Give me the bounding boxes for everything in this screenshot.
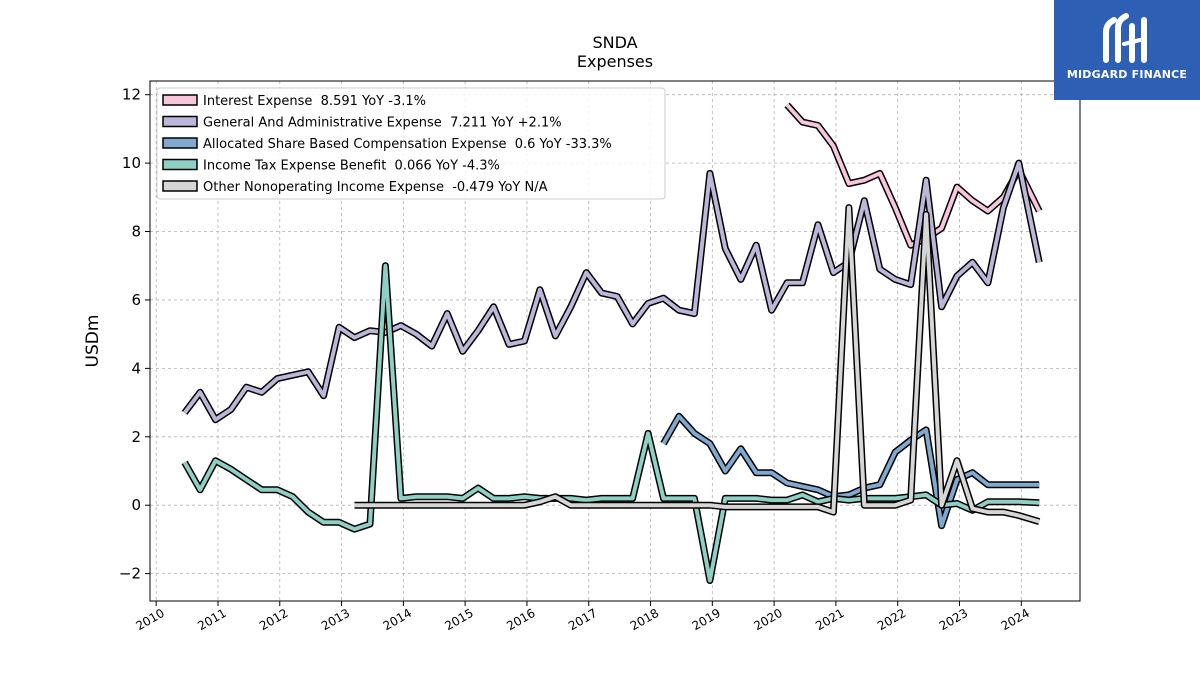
x-tick-label: 2020: [751, 606, 784, 633]
y-tick-label: −2: [119, 565, 141, 583]
x-tick-label: 2023: [937, 606, 970, 633]
brand-logo: MIDGARD FINANCE: [1054, 0, 1200, 100]
x-tick-label: 2021: [813, 606, 846, 633]
legend-label: Other Nonoperating Income Expense -0.479…: [203, 180, 548, 195]
legend-box: [156, 87, 666, 200]
y-tick-label: 0: [131, 496, 141, 514]
x-tick-label: 2022: [875, 606, 908, 633]
x-tick-label: 2016: [504, 606, 537, 633]
y-axis-label: USDm: [83, 315, 103, 368]
series-line: [183, 161, 1042, 422]
chart-subtitle: Expenses: [577, 52, 653, 71]
x-tick-label: 2012: [257, 606, 290, 633]
legend-label: Income Tax Expense Benefit 0.066 YoY -4.…: [203, 159, 500, 174]
x-tick-label: 2017: [566, 606, 599, 633]
legend-swatch: [162, 94, 198, 106]
x-tick-label: 2014: [381, 606, 414, 633]
x-tick-label: 2010: [133, 606, 166, 633]
x-tick-label: 2011: [195, 606, 228, 633]
series-line: [785, 103, 1041, 248]
x-tick-label: 2013: [319, 606, 352, 633]
plot-frame: [149, 80, 1081, 602]
y-tick-label: 6: [131, 291, 141, 309]
legend-swatch: [162, 115, 198, 128]
legend-label: Interest Expense 8.591 YoY -3.1%: [203, 94, 426, 109]
chart-title: SNDA: [592, 33, 637, 52]
midgard-logo-icon: [1103, 13, 1147, 63]
x-tick-label: 2018: [628, 606, 661, 633]
legend-swatch: [162, 180, 198, 192]
x-tick-label: 2019: [690, 606, 723, 633]
legend: Interest Expense 8.591 YoY -3.1% General …: [156, 87, 666, 200]
y-tick-label: 10: [122, 154, 141, 172]
series-line-outline: [181, 262, 1040, 584]
x-tick-label: 2024: [999, 606, 1032, 633]
series-line: [661, 414, 1040, 528]
series-line: [354, 205, 1040, 524]
brand-logo-text: MIDGARD FINANCE: [1066, 68, 1188, 81]
x-tick-label: 2015: [442, 606, 475, 633]
legend-label: Allocated Share Based Compensation Expen…: [203, 137, 612, 152]
series-lines: [181, 102, 1043, 584]
y-tick-label: 8: [131, 223, 141, 241]
legend-swatch: [162, 158, 198, 171]
y-tick-label: 12: [122, 86, 141, 104]
series-line: [182, 263, 1040, 583]
y-tick-label: 2: [131, 428, 141, 446]
y-tick-label: 4: [131, 359, 141, 377]
legend-label: General And Administrative Expense 7.211…: [203, 116, 562, 131]
legend-swatch: [162, 137, 198, 149]
